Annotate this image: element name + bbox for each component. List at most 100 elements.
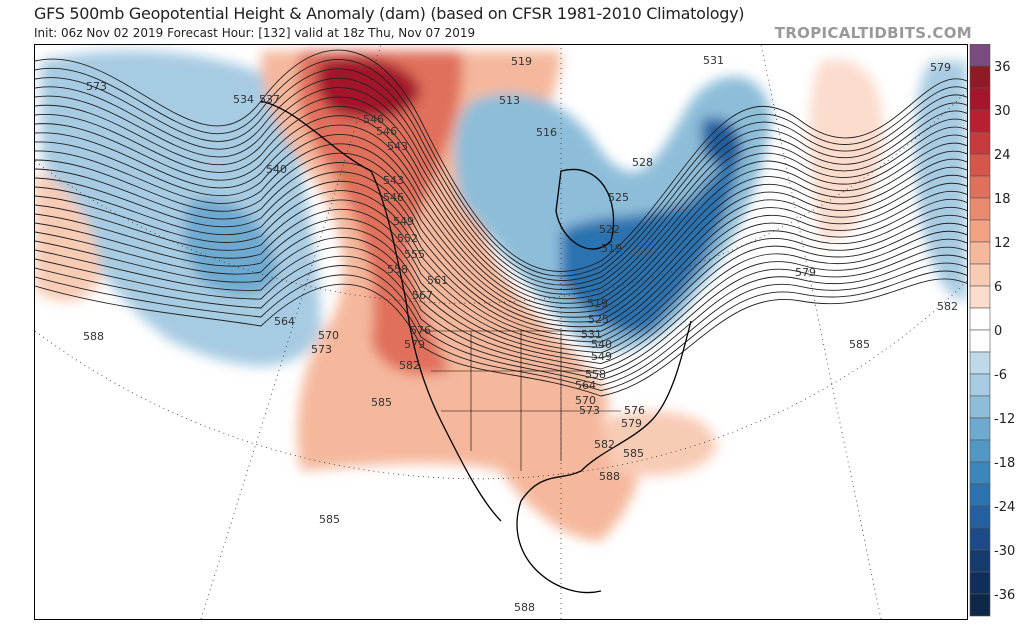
contour-label: 546 [383, 191, 404, 204]
height-contour [35, 180, 967, 338]
height-contour [35, 254, 967, 381]
colorbar-tick-label: 30 [994, 104, 1011, 119]
colorbar-segment [969, 87, 991, 111]
contour-label: 525 [608, 191, 629, 204]
contour-label: 558 [387, 263, 408, 276]
contour-label: 585 [623, 447, 644, 460]
colorbar-segment [969, 241, 991, 265]
height-contour [35, 278, 967, 397]
colorbar-segment [969, 219, 991, 243]
contour-label: 579 [795, 266, 816, 279]
contour-label: 543 [387, 140, 408, 153]
height-contour [35, 58, 967, 277]
height-contour [35, 162, 967, 328]
height-contour [35, 124, 967, 309]
colorbar-segment [969, 307, 991, 331]
colorbar-segment [969, 65, 991, 89]
contour-label: 576 [410, 324, 431, 337]
contour-label: 537 [259, 93, 280, 106]
height-contour [35, 115, 967, 304]
anomaly-positive-max [316, 57, 421, 120]
colorbar-segment [969, 175, 991, 199]
contour-label: 585 [371, 396, 392, 409]
colorbar-segment [969, 263, 991, 287]
contour-label: 564 [274, 315, 295, 328]
colorbar-tick-label: -36 [994, 588, 1015, 603]
contour-label: 546 [376, 125, 397, 138]
height-contour [35, 190, 967, 343]
contour-label: 582 [594, 438, 615, 451]
height-contour [35, 208, 967, 354]
contour-label: 588 [514, 601, 535, 614]
height-contour [35, 49, 967, 272]
colorbar-segment [969, 109, 991, 133]
height-contour [35, 68, 967, 282]
colorbar-segment [969, 593, 991, 617]
height-contour [35, 96, 967, 295]
contour-label: 558 [585, 368, 606, 381]
contour-label: 570 [575, 394, 596, 407]
brand-watermark: TROPICALTIDBITS.COM [774, 24, 972, 42]
contour-label: 540 [266, 163, 287, 176]
height-contour [35, 152, 967, 323]
coastlines [260, 100, 692, 594]
contour-label: 528 [632, 156, 653, 169]
colorbar-segment [969, 461, 991, 485]
contour-label: 531 [581, 328, 602, 341]
colorbar-tick-label: -30 [994, 544, 1015, 559]
contour-label: 525 [588, 313, 609, 326]
height-contour [35, 262, 967, 386]
contour-label: 552 [397, 232, 418, 245]
colorbar-segment [969, 439, 991, 463]
contour-label: 543 [383, 174, 404, 187]
contour-label: 549 [393, 215, 414, 228]
height-contour [35, 143, 967, 318]
lat-lon-grid [35, 45, 967, 619]
colorbar-segment [969, 395, 991, 419]
height-contour [35, 246, 967, 375]
colorbar-tick-label: 24 [994, 148, 1011, 163]
contour-label: 579 [404, 338, 425, 351]
coastline-east [516, 320, 692, 594]
contour-label: 585 [319, 513, 340, 526]
colorbar-segment [969, 131, 991, 155]
colorbar-segment [969, 417, 991, 441]
height-contours [35, 49, 967, 397]
contour-label: 582 [399, 359, 420, 372]
coastline-hudson [555, 168, 615, 250]
height-contour [35, 218, 967, 359]
colorbar-segment [969, 351, 991, 375]
colorbar-tick-label: 6 [994, 280, 1002, 295]
anomaly-positive-pacific-west [35, 171, 101, 301]
coastline-west [260, 100, 502, 522]
anomaly-positive-southeast [601, 411, 717, 476]
contour-label: 573 [86, 80, 107, 93]
contour-label: 519 [601, 242, 622, 255]
colorbar-segment [969, 329, 991, 353]
height-contour [35, 87, 967, 291]
contour-label: 582 [937, 300, 958, 313]
contour-label: 579 [621, 417, 642, 430]
colorbar-segment [969, 44, 991, 67]
height-contour [35, 199, 967, 348]
contour-label: 531 [703, 54, 724, 67]
colorbar-tick-label: 12 [994, 236, 1011, 251]
colorbar-segment [969, 483, 991, 507]
colorbar-tick-label: 0 [994, 324, 1002, 339]
colorbar-segment [969, 549, 991, 573]
colorbar-tick-label: -24 [994, 500, 1015, 515]
contour-label: 522 [599, 223, 620, 236]
contour-label: 561 [427, 274, 448, 287]
contour-label: 534 [233, 93, 254, 106]
map-title: GFS 500mb Geopotential Height & Anomaly … [34, 4, 745, 23]
contour-label: 555 [404, 248, 425, 261]
colorbar-tick-label: 36 [994, 60, 1011, 75]
colorbar-segment [969, 197, 991, 221]
map-subtitle: Init: 06z Nov 02 2019 Forecast Hour: [13… [34, 26, 476, 40]
contour-label: 549 [591, 350, 612, 363]
anomaly-positive-atlantic [809, 59, 883, 241]
contour-label: 567 [412, 289, 433, 302]
state-borders [421, 330, 621, 471]
height-contour [35, 237, 967, 370]
contour-label: 570 [318, 329, 339, 342]
